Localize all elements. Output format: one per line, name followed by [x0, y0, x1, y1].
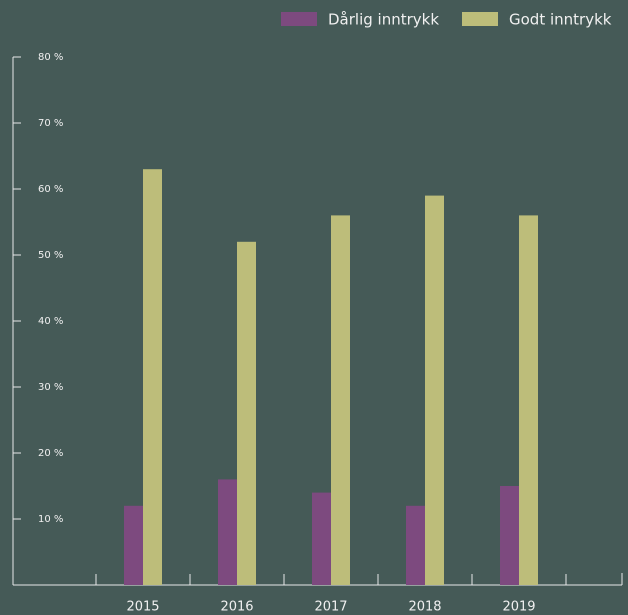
bar	[143, 169, 162, 585]
x-tick-label: 2017	[314, 600, 347, 615]
bar	[312, 492, 331, 585]
bar	[519, 215, 538, 585]
y-tick-label: 40 %	[38, 316, 63, 327]
y-tick-label: 50 %	[38, 250, 63, 261]
y-tick-label: 30 %	[38, 382, 63, 393]
x-tick-label: 2016	[220, 600, 253, 615]
bar	[425, 195, 444, 585]
bar	[237, 241, 256, 586]
y-tick-label: 10 %	[38, 514, 63, 525]
y-tick-label: 70 %	[38, 118, 63, 129]
y-tick-label: 60 %	[38, 184, 63, 195]
bar	[500, 486, 519, 585]
x-tick-label: 2019	[502, 600, 535, 615]
legend-label: Dårlig inntrykk	[328, 11, 439, 29]
bar	[331, 215, 350, 585]
legend-swatch	[462, 12, 498, 26]
y-tick-label: 20 %	[38, 448, 63, 459]
bar	[124, 505, 143, 585]
legend-label: Godt inntrykk	[509, 11, 612, 29]
x-tick-label: 2015	[126, 600, 159, 615]
y-tick-label: 80 %	[38, 52, 63, 63]
bar	[218, 479, 237, 585]
x-tick-label: 2018	[408, 600, 441, 615]
legend-swatch	[281, 12, 317, 26]
bar	[406, 505, 425, 585]
